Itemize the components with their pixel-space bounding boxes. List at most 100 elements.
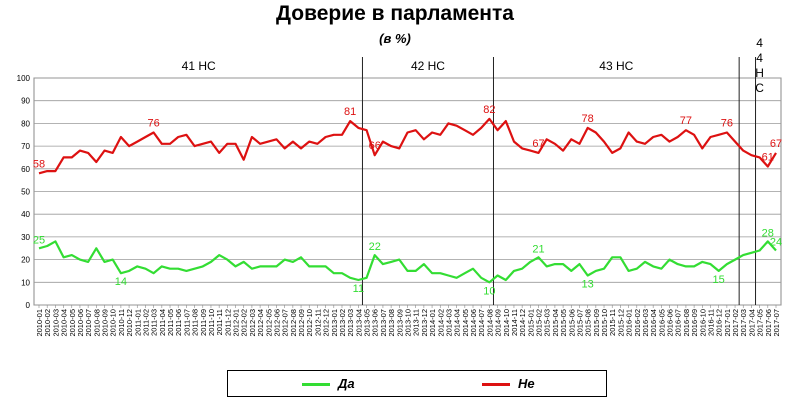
data-label: 22	[369, 241, 381, 253]
data-label: 21	[532, 243, 544, 255]
y-tick-label: 0	[26, 301, 31, 310]
y-tick-label: 90	[21, 97, 30, 106]
data-label: 13	[582, 278, 594, 290]
y-tick-label: 40	[21, 210, 30, 219]
x-tick-label: 2016-07	[674, 309, 683, 337]
data-label: 24	[770, 237, 782, 249]
x-tick-label: 2013-02	[338, 309, 347, 337]
x-tick-label: 2010-12	[125, 309, 134, 337]
x-tick-label: 2015-06	[567, 309, 576, 337]
x-tick-label: 2016-11	[706, 309, 715, 336]
x-tick-label: 2011-07	[182, 309, 191, 336]
period-label: 41 НС	[182, 59, 216, 73]
data-label: 67	[770, 138, 782, 150]
x-tick-label: 2014-06	[469, 309, 478, 337]
x-tick-label: 2012-03	[248, 309, 257, 337]
x-tick-label: 2014-03	[444, 309, 453, 337]
y-tick-label: 10	[21, 278, 30, 287]
legend-label-ne: Не	[518, 376, 535, 391]
data-label: 61	[762, 152, 774, 164]
x-tick-label: 2015-01	[526, 309, 535, 337]
x-tick-label: 2012-08	[289, 309, 298, 337]
x-tick-label: 2011-01	[133, 309, 142, 336]
x-tick-label: 2014-12	[518, 309, 527, 337]
chart-legend: Да Не	[227, 370, 607, 397]
x-tick-label: 2011-03	[150, 309, 159, 336]
x-tick-label: 2016-06	[666, 309, 675, 337]
x-tick-label: 2011-02	[141, 309, 150, 336]
data-label: 76	[148, 117, 160, 129]
x-tick-label: 2014-04	[453, 309, 462, 337]
x-tick-label: 2017-04	[747, 309, 756, 337]
data-label: 76	[721, 117, 733, 129]
x-tick-label: 2011-12	[223, 309, 232, 336]
x-tick-label: 2014-10	[502, 309, 511, 337]
data-label: 25	[33, 234, 45, 246]
x-tick-label: 2013-12	[420, 309, 429, 337]
legend-swatch-da	[302, 383, 330, 386]
y-tick-label: 30	[21, 233, 30, 242]
x-tick-label: 2016-02	[633, 309, 642, 337]
x-tick-label: 2010-04	[60, 309, 69, 337]
y-tick-label: 20	[21, 256, 30, 265]
data-label: 11	[353, 283, 364, 295]
x-tick-label: 2010-08	[92, 309, 101, 337]
x-tick-label: 2013-07	[379, 309, 388, 337]
x-tick-label: 2011-10	[207, 309, 216, 336]
y-tick-label: 100	[17, 74, 31, 83]
x-tick-label: 2011-04	[158, 309, 167, 336]
x-tick-label: 2015-04	[551, 309, 560, 337]
data-label: 14	[115, 276, 127, 288]
x-tick-label: 2014-08	[485, 309, 494, 337]
x-tick-label: 2010-01	[35, 309, 44, 337]
data-label: 58	[33, 158, 45, 170]
x-tick-label: 2012-10	[305, 309, 314, 337]
y-tick-label: 60	[21, 165, 30, 174]
data-label: 77	[680, 115, 692, 127]
x-tick-label: 2016-09	[690, 309, 699, 337]
x-tick-label: 2013-11	[412, 309, 421, 336]
x-tick-label: 2010-11	[117, 309, 126, 336]
x-tick-label: 2017-05	[756, 309, 765, 337]
x-tick-label: 2012-05	[264, 309, 273, 337]
x-tick-label: 2012-09	[297, 309, 306, 337]
x-tick-label: 2014-05	[461, 309, 470, 337]
period-label: 42 НС	[411, 59, 445, 73]
x-tick-label: 2010-07	[84, 309, 93, 337]
x-tick-label: 2015-05	[559, 309, 568, 337]
x-tick-label: 2017-07	[772, 309, 781, 337]
legend-swatch-ne	[482, 383, 510, 386]
x-tick-label: 2017-06	[764, 309, 773, 337]
x-tick-label: 2015-07	[575, 309, 584, 337]
x-tick-label: 2011-06	[174, 309, 183, 336]
data-label: 10	[483, 285, 495, 297]
x-tick-label: 2015-08	[584, 309, 593, 337]
data-label: 66	[369, 140, 381, 152]
x-tick-label: 2015-11	[608, 309, 617, 336]
x-tick-label: 2011-08	[191, 309, 200, 336]
x-tick-label: 2013-03	[346, 309, 355, 337]
y-tick-label: 80	[21, 119, 30, 128]
data-label: 78	[582, 113, 594, 125]
x-tick-label: 2012-01	[232, 309, 241, 337]
x-tick-label: 2010-05	[68, 309, 77, 337]
x-tick-label: 2015-09	[592, 309, 601, 337]
x-tick-label: 2010-03	[51, 309, 60, 337]
x-tick-label: 2016-01	[625, 309, 634, 337]
x-tick-label: 2016-05	[657, 309, 666, 337]
x-tick-label: 2010-02	[43, 309, 52, 337]
x-tick-label: 2012-04	[256, 309, 265, 337]
x-tick-label: 2016-10	[698, 309, 707, 337]
x-tick-label: 2014-01	[428, 309, 437, 337]
x-tick-label: 2011-09	[199, 309, 208, 336]
x-tick-label: 2013-08	[387, 309, 396, 337]
x-tick-label: 2017-03	[739, 309, 748, 337]
x-tick-label: 2016-03	[641, 309, 650, 337]
y-tick-label: 70	[21, 142, 30, 151]
x-tick-label: 2015-02	[535, 309, 544, 337]
x-tick-label: 2010-06	[76, 309, 85, 337]
data-label: 67	[532, 138, 544, 150]
x-tick-label: 2011-11	[215, 309, 224, 335]
